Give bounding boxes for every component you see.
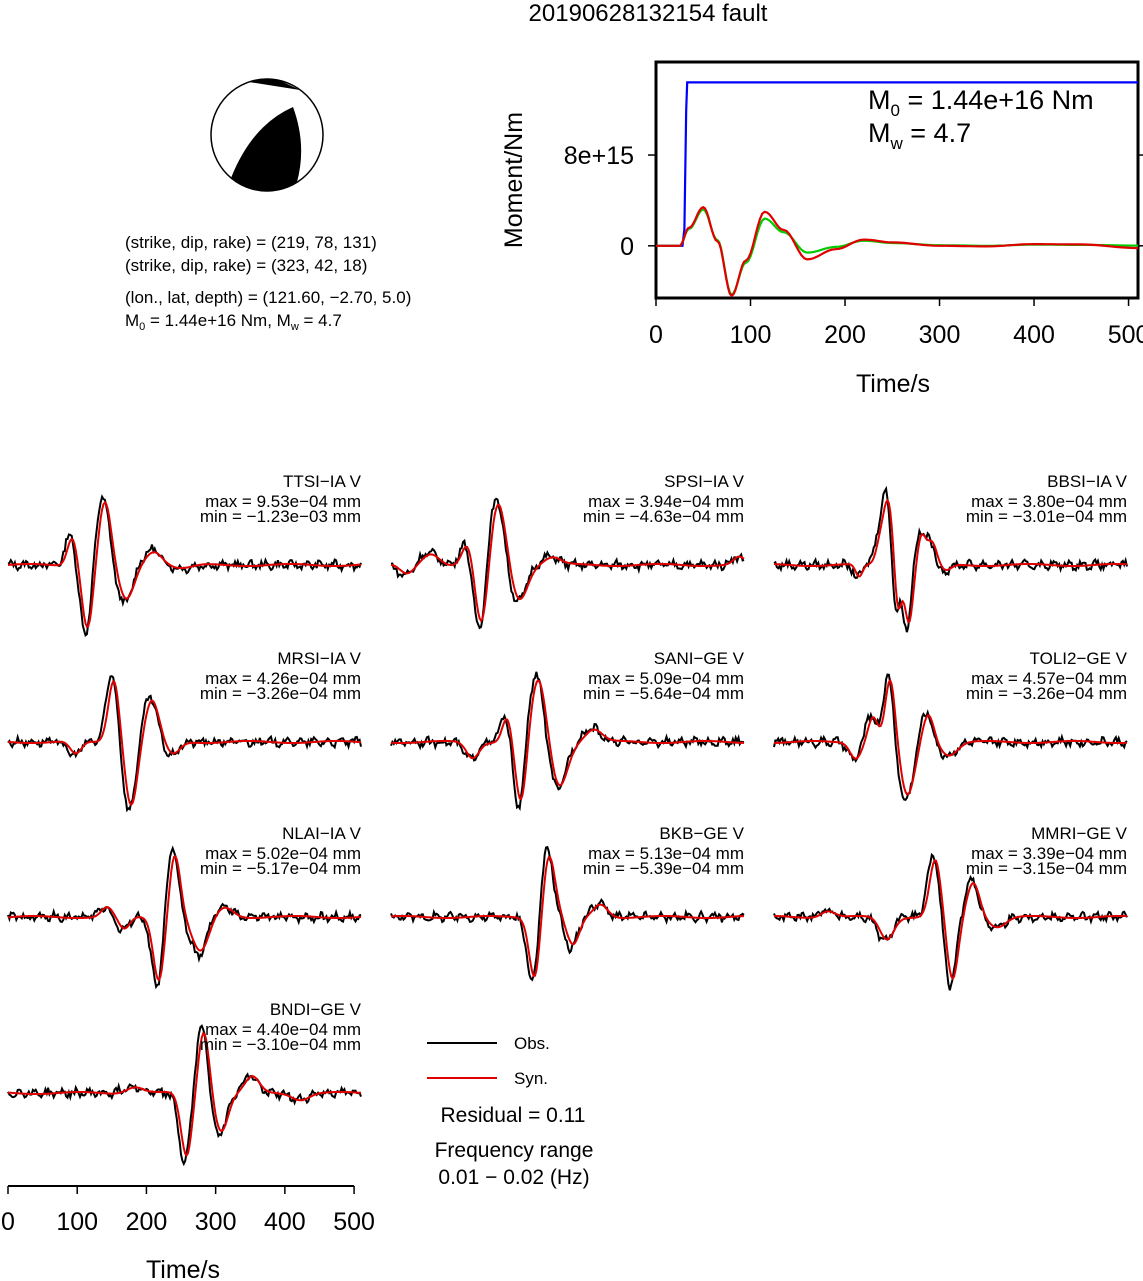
axis-tick-label: 100 <box>56 1208 98 1236</box>
axis-tick-label: 300 <box>195 1208 237 1236</box>
syn-trace <box>774 859 1128 981</box>
syn-trace <box>7 1032 362 1158</box>
mw-sub: w <box>290 321 299 333</box>
station-name: TTSI−IA V <box>283 472 362 491</box>
obs-trace <box>7 494 362 638</box>
axis-tick-label: 500 <box>333 1208 375 1236</box>
station-min: min = −5.17e−04 mm <box>200 859 361 878</box>
moment-ylabel: Moment/Nm <box>500 112 528 248</box>
moment-xtick-label: 100 <box>730 321 772 349</box>
mechanism-moment: M0 = 1.44e+16 Nm, Mw = 4.7 <box>125 311 342 333</box>
syn-trace <box>7 679 362 807</box>
syn-trace <box>774 678 1128 796</box>
obs-trace <box>390 497 745 630</box>
residual-label: Residual = 0.11 <box>441 1104 586 1127</box>
beachball-compressional-main <box>231 107 302 191</box>
waveform-time-axis: 0 100 200 300 400 500 <box>1 1185 375 1236</box>
beachball-icon <box>210 78 324 192</box>
station-max: max = 5.13e−04 mm <box>588 844 744 863</box>
legend-obs-label: Obs. <box>514 1034 550 1053</box>
station-min: min = −3.26e−04 mm <box>200 684 361 703</box>
station-name: SPSI−IA V <box>664 472 745 491</box>
moment-ytick-label: 0 <box>620 233 634 261</box>
moment-ytick-label: 8e+15 <box>564 142 634 170</box>
mw-value: = 4.7 <box>299 311 342 330</box>
station-max: max = 4.26e−04 mm <box>205 669 361 688</box>
station-max: max = 3.39e−04 mm <box>971 844 1127 863</box>
obs-trace <box>390 671 745 812</box>
m0-value: = 1.44e+16 Nm, M <box>145 311 291 330</box>
station-min: min = −1.23e−03 mm <box>200 507 361 526</box>
syn-trace <box>390 856 744 978</box>
station-max: max = 4.57e−04 mm <box>971 669 1127 688</box>
station-name: BNDI−GE V <box>270 1000 362 1019</box>
axis-tick-label: 0 <box>1 1208 15 1236</box>
station-max: max = 5.02e−04 mm <box>205 844 361 863</box>
station-min: min = −5.39e−04 mm <box>583 859 744 878</box>
moment-xtick-label: 200 <box>824 321 866 349</box>
syn-trace <box>773 498 1128 624</box>
obs-trace <box>390 845 745 982</box>
syn-trace <box>390 503 745 623</box>
m0-prefix: M <box>125 311 139 330</box>
axis-tick-label: 400 <box>264 1208 306 1236</box>
mechanism-plane1: (strike, dip, rake) = (219, 78, 131) <box>125 233 377 252</box>
moment-xtick-label: 0 <box>649 321 663 349</box>
mechanism-plane2: (strike, dip, rake) = (323, 42, 18) <box>125 256 367 275</box>
station-name: MMRI−GE V <box>1031 824 1128 843</box>
station-max: max = 9.53e−04 mm <box>205 492 361 511</box>
m0-sub: 0 <box>139 321 145 333</box>
moment-xlabel: Time/s <box>856 370 930 398</box>
syn-trace <box>390 679 745 801</box>
mechanism-location: (lon., lat, depth) = (121.60, −2.70, 5.0… <box>125 288 411 307</box>
moment-xtick-label: 500 <box>1108 321 1143 349</box>
moment-xtick-label: 400 <box>1013 321 1055 349</box>
figure-title: 20190628132154 fault <box>529 0 768 27</box>
axis-tick-label: 200 <box>126 1208 168 1236</box>
moment-mw-annotation: Mw = 4.7 <box>868 118 971 153</box>
moment-plot-frame <box>654 60 1140 300</box>
station-name: BBSI−IA V <box>1047 472 1128 491</box>
moment-xtick-label: 300 <box>919 321 961 349</box>
station-name: BKB−GE V <box>659 824 744 843</box>
station-name: NLAI−IA V <box>282 824 362 843</box>
beachball-compressional-top <box>249 79 300 90</box>
station-max: max = 3.94e−04 mm <box>588 492 744 511</box>
green-curve <box>656 208 1138 297</box>
station-name: MRSI−IA V <box>277 649 361 668</box>
frequency-range-value: 0.01 − 0.02 (Hz) <box>438 1166 589 1189</box>
station-name: SANI−GE V <box>654 649 745 668</box>
syn-trace <box>7 854 362 982</box>
station-max: max = 3.80e−04 mm <box>971 492 1127 511</box>
syn-trace <box>7 500 362 629</box>
station-min: min = −5.64e−04 mm <box>583 684 744 703</box>
legend-syn-label: Syn. <box>514 1069 548 1088</box>
station-max: max = 4.40e−04 mm <box>205 1020 361 1039</box>
red-curve <box>656 205 1139 298</box>
station-min: min = −3.01e−04 mm <box>966 507 1127 526</box>
frequency-range-label: Frequency range <box>435 1139 594 1162</box>
station-name: TOLI2−GE V <box>1030 649 1128 668</box>
station-max: max = 5.09e−04 mm <box>588 669 744 688</box>
station-min: min = −3.15e−04 mm <box>966 859 1127 878</box>
station-min: min = −4.63e−04 mm <box>583 507 744 526</box>
station-min: min = −3.10e−04 mm <box>200 1035 361 1054</box>
legend: Obs. Syn. <box>427 1034 550 1088</box>
station-min: min = −3.26e−04 mm <box>966 684 1127 703</box>
moment-m0-annotation: M0 = 1.44e+16 Nm <box>868 85 1094 120</box>
waveform-xlabel: Time/s <box>146 1256 220 1281</box>
